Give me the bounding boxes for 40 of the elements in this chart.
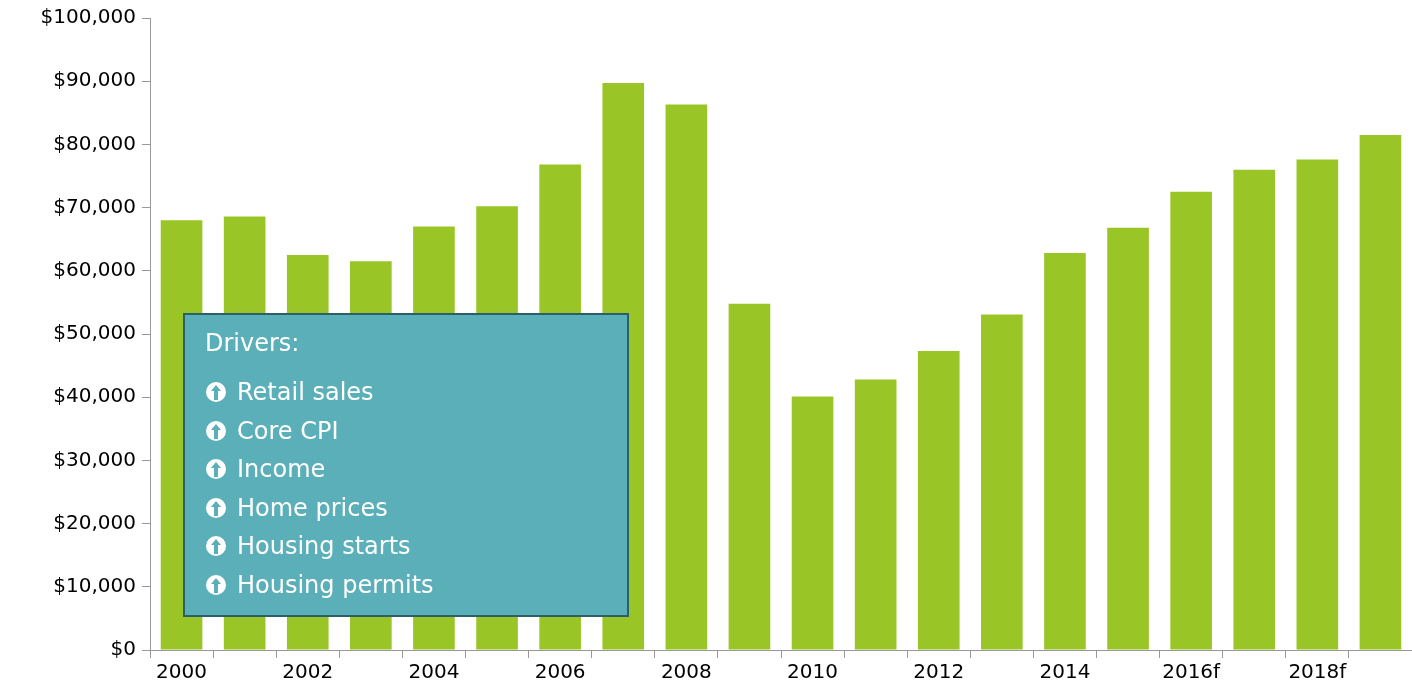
y-tick-label: $20,000 — [53, 509, 136, 534]
bar — [1107, 227, 1149, 650]
y-tick-label: $90,000 — [53, 67, 136, 92]
x-tick-label: 2018f — [1288, 659, 1348, 684]
x-tick-label: 2008 — [660, 659, 712, 684]
y-tick-label: $0 — [110, 636, 136, 661]
annotation: Drivers: — [205, 329, 301, 357]
x-tick-label: 2010 — [787, 659, 838, 684]
x-tick-label: 2016f — [1162, 659, 1222, 684]
bar — [1233, 169, 1276, 650]
bar — [981, 314, 1023, 650]
y-tick-label: $10,000 — [53, 573, 136, 597]
bar — [1359, 134, 1402, 650]
annotation: Income — [237, 455, 326, 484]
x-tick-label: 2012 — [913, 659, 965, 684]
annotation: Core CPI — [237, 416, 339, 445]
y-tick-label: $70,000 — [53, 193, 136, 218]
annotation: Housing starts — [237, 532, 411, 561]
y-tick-label: $40,000 — [53, 383, 136, 408]
bar — [854, 379, 897, 650]
y-tick-label: $60,000 — [53, 257, 136, 281]
x-tick-label: 2004 — [408, 659, 460, 684]
annotation: Retail sales — [237, 378, 374, 407]
annotation: Home prices — [237, 493, 388, 522]
y-tick-label: $100,000 — [40, 4, 136, 29]
x-tick-label: 2006 — [534, 659, 586, 684]
y-tick-label: $50,000 — [53, 320, 136, 345]
bar — [665, 104, 708, 650]
y-tick-label: $30,000 — [53, 446, 136, 471]
bar — [917, 351, 960, 650]
bar — [728, 303, 771, 650]
bar — [1170, 191, 1212, 650]
y-tick-label: $80,000 — [53, 130, 136, 155]
annotation: Housing permits — [237, 570, 434, 599]
x-tick-label: 2002 — [282, 659, 334, 684]
bar — [791, 396, 834, 650]
bar — [1044, 253, 1086, 650]
x-tick-label: 2000 — [156, 659, 207, 684]
x-tick-label: 2014 — [1039, 659, 1091, 684]
bar — [1296, 159, 1339, 650]
